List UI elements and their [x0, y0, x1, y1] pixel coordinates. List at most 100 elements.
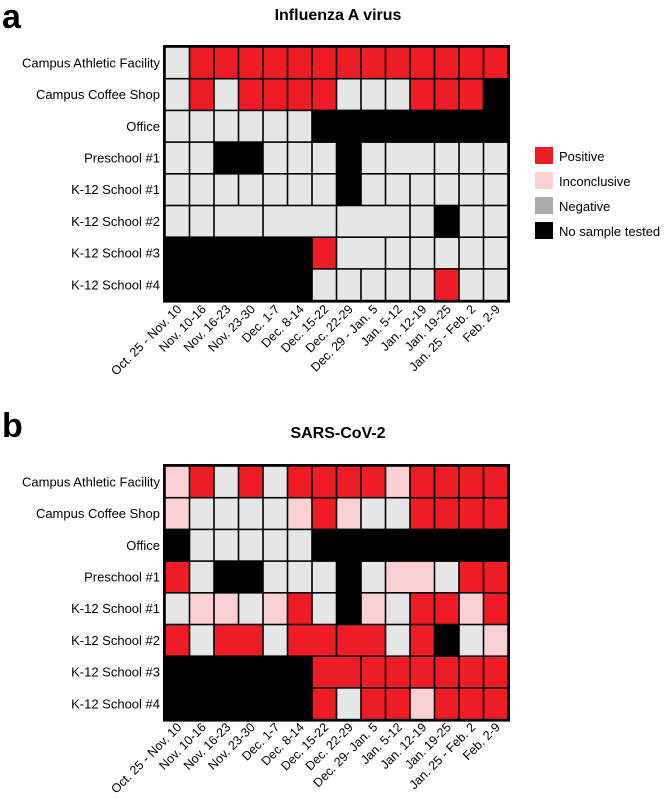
- cell-negative: [386, 498, 410, 529]
- cell-positive: [484, 657, 508, 688]
- cell-negative: [312, 561, 336, 592]
- cell-positive: [459, 688, 483, 719]
- cell-positive: [386, 657, 410, 688]
- cell-positive: [214, 47, 238, 78]
- row-label: Office: [126, 119, 160, 134]
- cell-inconclusive: [165, 466, 189, 497]
- cell-negative: [165, 593, 189, 624]
- cell-negative: [263, 466, 287, 497]
- cell-inconclusive: [386, 466, 410, 497]
- cell-negative: [214, 174, 238, 205]
- cell-positive: [386, 688, 410, 719]
- cell-no-sample: [337, 174, 361, 205]
- cell-negative: [263, 530, 287, 561]
- cell-inconclusive: [214, 593, 238, 624]
- cell-positive: [190, 466, 214, 497]
- cell-negative: [435, 174, 459, 205]
- cell-positive: [337, 47, 361, 78]
- cell-negative: [435, 561, 459, 592]
- panel-b-letter: b: [2, 407, 23, 445]
- cell-negative: [484, 269, 508, 300]
- cell-negative-merged: [263, 206, 336, 237]
- cell-no-sample: [484, 79, 508, 110]
- row-label: K-12 School #1: [71, 601, 160, 616]
- cell-negative: [214, 498, 238, 529]
- legend-swatch-inconclusive: [535, 172, 553, 189]
- cell-negative: [410, 238, 434, 269]
- cell-negative: [214, 530, 238, 561]
- row-label: K-12 School #4: [71, 277, 160, 292]
- cell-negative: [459, 625, 483, 656]
- cell-negative: [190, 111, 214, 142]
- cell-negative: [386, 625, 410, 656]
- row-label: Office: [126, 538, 160, 553]
- cell-negative: [263, 111, 287, 142]
- row-label: Preschool #1: [84, 150, 160, 165]
- cell-negative: [165, 142, 189, 173]
- panel-a-cells: [165, 47, 508, 300]
- cell-no-sample: [337, 561, 361, 592]
- cell-positive: [288, 593, 312, 624]
- cell-inconclusive-merged: [386, 561, 434, 592]
- cell-positive-merged: [337, 625, 385, 656]
- cell-positive: [190, 79, 214, 110]
- cell-inconclusive: [361, 593, 385, 624]
- cell-positive: [435, 47, 459, 78]
- legend-swatch-no-sample: [535, 222, 553, 239]
- cell-positive: [410, 47, 434, 78]
- cell-positive: [190, 47, 214, 78]
- cell-no-sample: [337, 593, 361, 624]
- cell-no-sample-merged: [312, 530, 508, 561]
- row-label: Campus Coffee Shop: [36, 87, 160, 102]
- cell-no-sample: [435, 206, 459, 237]
- cell-negative: [288, 174, 312, 205]
- cell-inconclusive: [263, 593, 287, 624]
- panel-a-title: Influenza A virus: [275, 7, 402, 24]
- cell-negative: [312, 174, 336, 205]
- cell-no-sample: [165, 530, 189, 561]
- cell-no-sample-merged: [165, 657, 312, 688]
- cell-negative: [239, 593, 263, 624]
- row-label: K-12 School #3: [71, 246, 160, 261]
- cell-no-sample-merged: [214, 561, 263, 592]
- cell-negative: [165, 47, 189, 78]
- cell-negative: [484, 238, 508, 269]
- cell-negative: [312, 269, 336, 300]
- legend-label-negative: Negative: [559, 199, 610, 214]
- panel-b-heatmap: b SARS-CoV-2 Campus Athletic FacilityCam…: [2, 407, 510, 796]
- cell-negative: [263, 625, 287, 656]
- cell-negative: [312, 142, 336, 173]
- row-label: Campus Coffee Shop: [36, 506, 160, 521]
- cell-positive: [361, 47, 385, 78]
- legend: Positive Inconclusive Negative No sample…: [535, 147, 660, 239]
- cell-negative: [288, 142, 312, 173]
- cell-no-sample-merged: [214, 142, 263, 173]
- row-label: Preschool #1: [84, 569, 160, 584]
- cell-positive: [435, 79, 459, 110]
- cell-inconclusive: [484, 625, 508, 656]
- cell-negative: [239, 530, 263, 561]
- cell-negative: [288, 111, 312, 142]
- cell-positive: [484, 498, 508, 529]
- cell-positive: [288, 79, 312, 110]
- cell-positive: [239, 79, 263, 110]
- cell-positive: [459, 498, 483, 529]
- cell-no-sample-merged: [165, 269, 312, 300]
- cell-negative: [263, 561, 287, 592]
- cell-positive: [484, 593, 508, 624]
- panel-a-row-labels: Campus Athletic Facility Campus Coffee Sh…: [22, 55, 160, 292]
- cell-positive: [312, 466, 336, 497]
- cell-positive: [435, 657, 459, 688]
- cell-positive: [484, 47, 508, 78]
- cell-positive: [410, 657, 434, 688]
- cell-negative: [190, 530, 214, 561]
- cell-positive: [410, 498, 434, 529]
- cell-negative: [239, 498, 263, 529]
- cell-negative: [484, 206, 508, 237]
- cell-negative: [484, 142, 508, 173]
- cell-no-sample: [435, 625, 459, 656]
- cell-negative: [214, 79, 238, 110]
